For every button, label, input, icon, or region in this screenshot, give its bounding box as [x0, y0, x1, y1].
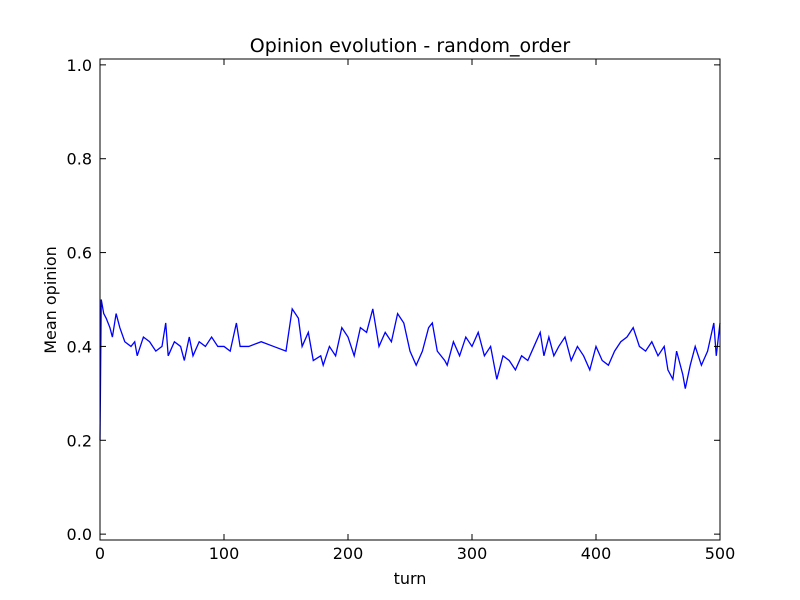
x-tick-label: 300 [457, 544, 488, 563]
x-axis-label: turn [394, 569, 427, 588]
x-tick-label: 100 [209, 544, 240, 563]
y-axis-label: Mean opinion [41, 246, 60, 354]
chart-title: Opinion evolution - random_order [250, 35, 571, 57]
x-tick-label: 500 [705, 544, 736, 563]
x-tick-label: 0 [95, 544, 105, 563]
y-tick-label: 0.8 [67, 150, 92, 169]
y-tick-label: 0.2 [67, 431, 92, 450]
y-tick-label: 0.4 [67, 337, 92, 356]
y-tick-label: 0.6 [67, 244, 92, 263]
plot-frame [99, 58, 721, 541]
y-tick-label: 1.0 [67, 56, 92, 75]
data-line [99, 299, 721, 441]
x-tick-label: 200 [333, 544, 364, 563]
x-tick-label: 400 [581, 544, 612, 563]
y-tick-label: 0.0 [67, 525, 92, 544]
